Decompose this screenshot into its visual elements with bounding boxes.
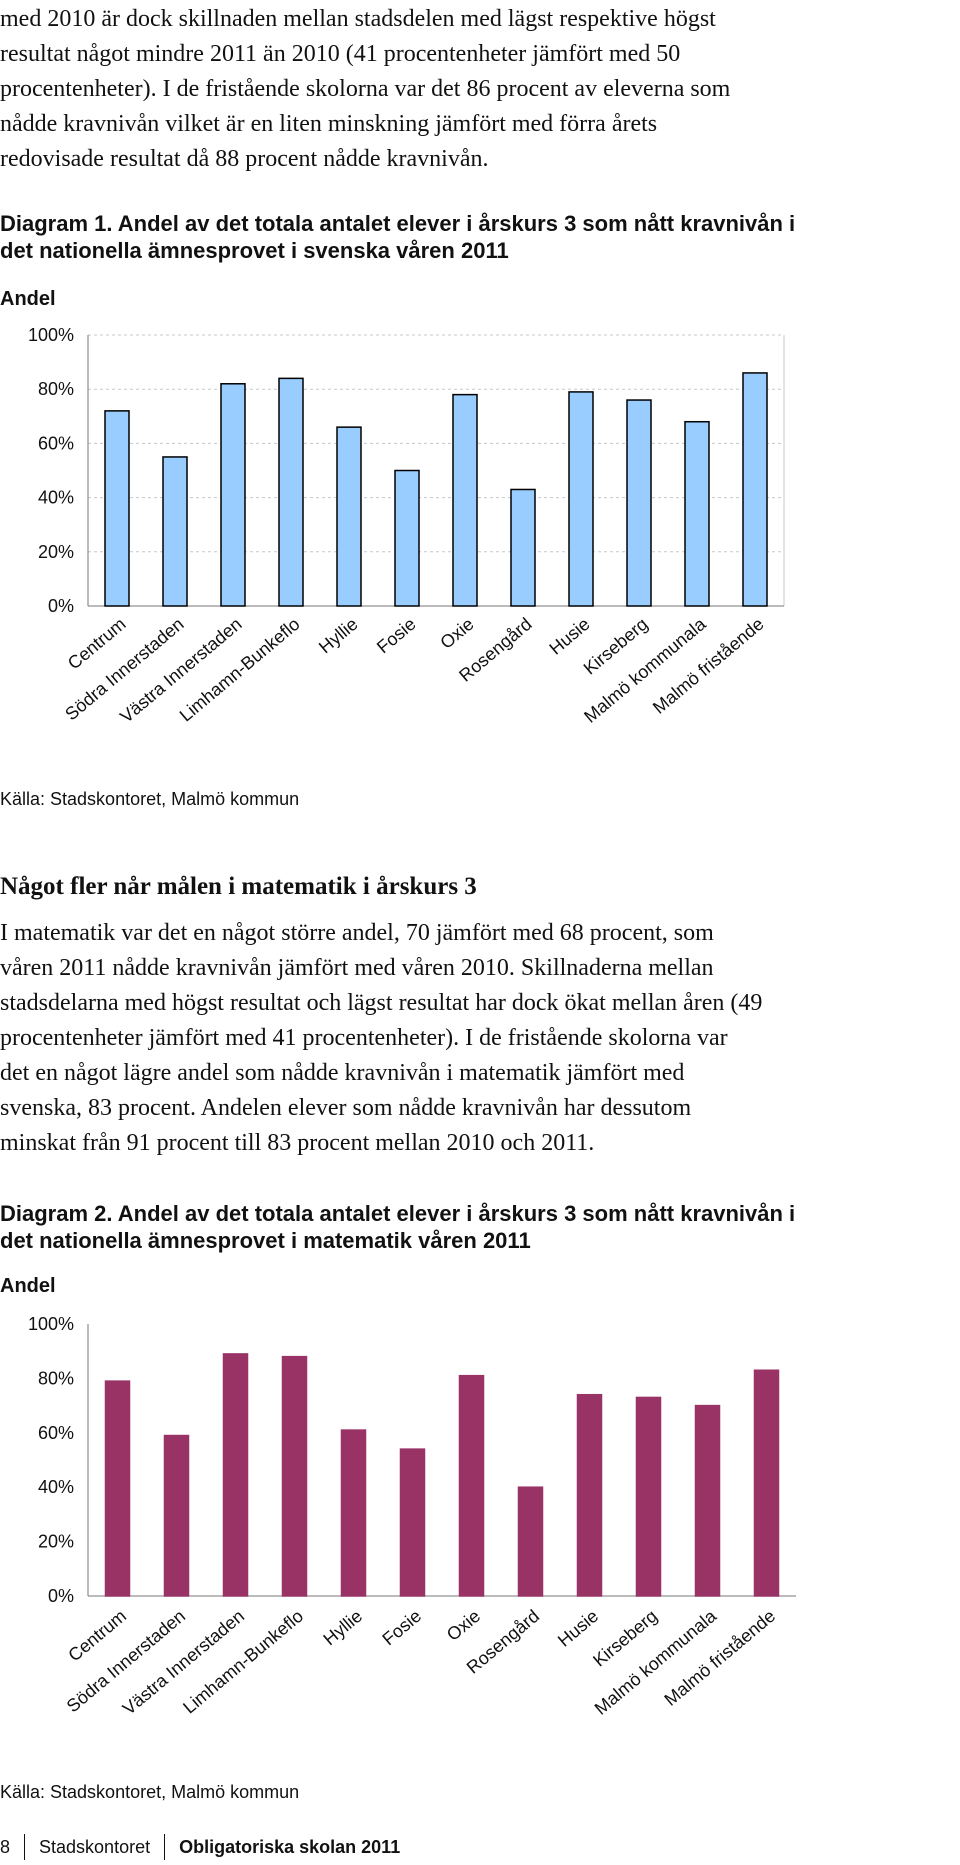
- bar: [576, 1393, 603, 1597]
- section2-line: det en något lägre andel som nådde kravn…: [0, 1060, 685, 1086]
- bar: [684, 420, 710, 607]
- diagram2-caption-line1: Diagram 2. Andel av det totala antalet e…: [0, 1201, 796, 1226]
- footer-org: Stadskontoret: [39, 1836, 151, 1857]
- bar: [340, 1429, 367, 1597]
- diagram1-caption: Diagram 1. Andel av det totala antalet e…: [0, 210, 960, 264]
- y-tick-label: 100%: [28, 325, 74, 345]
- bar: [694, 1404, 721, 1597]
- x-tick-label: Oxie: [436, 614, 477, 653]
- diagram1-caption-line2: det nationella ämnesprovet i svenska vår…: [0, 238, 509, 263]
- bar: [104, 1380, 131, 1597]
- diagram2-ylabel: Andel: [0, 1275, 56, 1297]
- footer-divider: [24, 1834, 26, 1860]
- bar: [399, 1448, 426, 1597]
- page-number: 8: [0, 1836, 11, 1857]
- bar: [222, 1353, 249, 1597]
- bar: [452, 393, 478, 607]
- y-tick-label: 60%: [38, 433, 74, 453]
- diagram2-caption-line2: det nationella ämnesprovet i matematik v…: [0, 1228, 531, 1253]
- bar: [278, 377, 304, 607]
- y-tick-label: 80%: [38, 379, 74, 399]
- section2-line: stadsdelarna med högst resultat och lägs…: [0, 990, 763, 1016]
- footer-divider: [164, 1834, 166, 1860]
- section2-line: procentenheter jämfört med 41 procentenh…: [0, 1025, 728, 1051]
- y-tick-label: 0%: [48, 1586, 74, 1606]
- y-tick-label: 80%: [38, 1368, 74, 1388]
- bar: [281, 1355, 308, 1597]
- section2-heading: Något fler når målen i matematik i årsku…: [0, 873, 477, 900]
- y-tick-label: 60%: [38, 1423, 74, 1443]
- page-footer: 8 Stadskontoret Obligatoriska skolan 201…: [0, 1832, 400, 1862]
- bar: [742, 372, 768, 607]
- section2-line: minskat från 91 procent till 83 procent …: [0, 1130, 595, 1156]
- y-tick-label: 100%: [28, 1314, 74, 1334]
- x-tick-label: Husie: [545, 614, 593, 659]
- x-tick-label: Hyllie: [319, 1606, 366, 1650]
- bar: [162, 456, 188, 607]
- section2-paragraph: I matematik var det en något större ande…: [0, 916, 950, 1161]
- x-tick-label: Hyllie: [315, 614, 362, 658]
- y-tick-label: 20%: [38, 542, 74, 562]
- y-tick-label: 40%: [38, 488, 74, 508]
- section2-line: svenska, 83 procent. Andelen elever som …: [0, 1095, 692, 1121]
- bar: [163, 1434, 190, 1597]
- bar: [458, 1374, 485, 1597]
- x-tick-label: Fosie: [373, 614, 420, 658]
- diagram1-caption-line1: Diagram 1. Andel av det totala antalet e…: [0, 211, 796, 236]
- diagram1-source: Källa: Stadskontoret, Malmö kommun: [0, 789, 300, 809]
- diagram2-source: Källa: Stadskontoret, Malmö kommun: [0, 1782, 300, 1802]
- x-tick-label: Malmö fristående: [660, 1606, 779, 1710]
- bar: [336, 426, 362, 607]
- bar: [753, 1369, 780, 1597]
- bar: [635, 1396, 662, 1597]
- intro-line: redovisade resultat då 88 procent nådde …: [0, 146, 489, 172]
- bar: [220, 383, 246, 607]
- section2-line: våren 2011 nådde kravnivån jämfört med v…: [0, 955, 714, 981]
- x-tick-label: Oxie: [443, 1606, 484, 1645]
- x-tick-label: Fosie: [378, 1606, 425, 1650]
- bar: [394, 469, 420, 607]
- diagram2-caption: Diagram 2. Andel av det totala antalet e…: [0, 1200, 960, 1254]
- y-tick-label: 20%: [38, 1532, 74, 1552]
- intro-line: resultat något mindre 2011 än 2010 (41 p…: [0, 41, 681, 67]
- bar: [510, 488, 536, 607]
- intro-line: med 2010 är dock skillnaden mellan stads…: [0, 6, 716, 32]
- bar: [104, 410, 130, 607]
- bar: [568, 391, 594, 607]
- x-tick-label: Husie: [554, 1606, 602, 1651]
- y-tick-label: 40%: [38, 1477, 74, 1497]
- intro-paragraph: med 2010 är dock skillnaden mellan stads…: [0, 2, 950, 177]
- bar: [517, 1486, 544, 1597]
- y-tick-label: 0%: [48, 596, 74, 616]
- section2-line: I matematik var det en något större ande…: [0, 920, 714, 946]
- intro-line: nådde kravnivån vilket är en liten minsk…: [0, 111, 658, 137]
- intro-line: procentenheter). I de fristående skolorn…: [0, 76, 731, 102]
- bar: [626, 399, 652, 607]
- footer-document-title: Obligatoriska skolan 2011: [179, 1836, 401, 1857]
- diagram1-ylabel: Andel: [0, 288, 56, 310]
